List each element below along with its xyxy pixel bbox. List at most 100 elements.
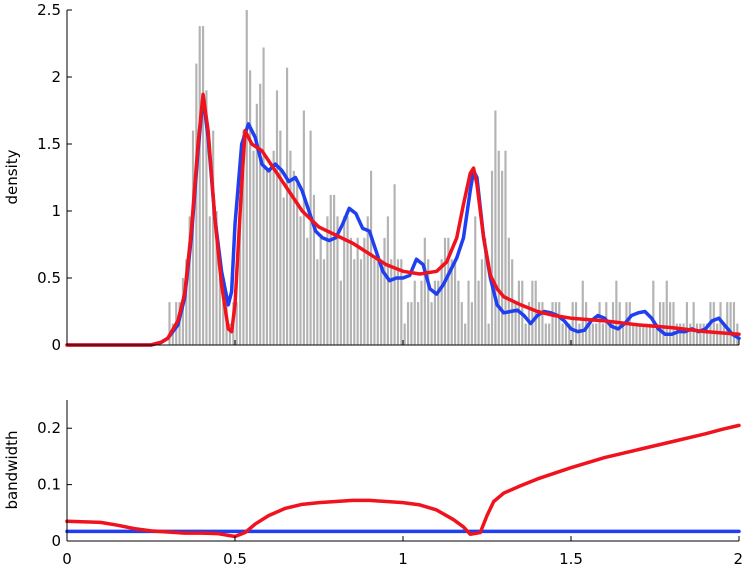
histogram-bar bbox=[255, 103, 258, 345]
histogram-bar bbox=[272, 150, 275, 345]
histogram-bar bbox=[538, 302, 541, 345]
bandwidth-x-tick-label: 1 bbox=[398, 550, 408, 568]
histogram-bar bbox=[615, 280, 618, 345]
histogram-bar bbox=[457, 280, 460, 345]
histogram-bar bbox=[605, 302, 608, 345]
histogram-bar bbox=[514, 302, 517, 345]
bandwidth-y-tick-label: 0.1 bbox=[37, 476, 61, 494]
histogram-bar bbox=[541, 302, 544, 345]
histogram-bar bbox=[265, 170, 268, 345]
histogram-bar bbox=[188, 216, 191, 345]
histogram-bar bbox=[406, 302, 410, 345]
histogram-bar bbox=[699, 323, 702, 345]
histogram-bar bbox=[336, 216, 339, 345]
histogram-bar bbox=[185, 259, 188, 345]
histogram-bar bbox=[228, 323, 232, 345]
histogram-bar bbox=[494, 110, 497, 345]
density-panel: 0 0.5 1 1.5 2 2.5 density bbox=[3, 1, 741, 354]
histogram-bar bbox=[242, 130, 245, 345]
histogram-bar bbox=[262, 47, 265, 346]
histogram-bar bbox=[205, 90, 208, 346]
histogram-bar bbox=[322, 259, 326, 345]
histogram-bar bbox=[208, 216, 211, 345]
bandwidth-x-tick-label: 2 bbox=[733, 550, 743, 568]
histogram-bar bbox=[302, 110, 305, 345]
bandwidth-curve-red bbox=[65, 423, 741, 539]
histogram-bar bbox=[608, 323, 611, 345]
histogram-bar bbox=[464, 323, 467, 345]
histogram-bar bbox=[507, 237, 510, 345]
histogram-bar bbox=[215, 211, 218, 345]
histogram-bar bbox=[558, 302, 561, 345]
histogram-bar bbox=[353, 259, 356, 345]
histogram-bar bbox=[396, 259, 400, 345]
bandwidth-curves bbox=[65, 423, 741, 539]
histogram-bar bbox=[601, 323, 604, 345]
density-y-label: density bbox=[3, 149, 21, 204]
histogram-bar bbox=[443, 237, 447, 345]
bandwidth-x-tick-label: 1.5 bbox=[559, 550, 583, 568]
histogram-bar bbox=[235, 302, 238, 345]
histogram-bar bbox=[366, 216, 369, 345]
histogram-bar bbox=[292, 170, 295, 345]
histogram-bar bbox=[309, 130, 312, 345]
histogram-bar bbox=[732, 302, 736, 345]
bandwidth-y-tick-label: 0.2 bbox=[37, 419, 61, 437]
histogram-bar bbox=[259, 83, 262, 345]
histogram-bar bbox=[702, 323, 705, 345]
histogram-bar bbox=[299, 216, 302, 345]
histogram-bar bbox=[269, 170, 272, 345]
density-y-tick-label: 0 bbox=[51, 336, 61, 354]
histogram-bar bbox=[712, 302, 715, 345]
histogram-bar bbox=[356, 237, 359, 345]
histogram-bar bbox=[312, 194, 316, 345]
histogram-bar bbox=[333, 194, 336, 345]
histogram-bar bbox=[326, 216, 329, 345]
bandwidth-y-label: bandwidth bbox=[3, 430, 21, 509]
histogram-bar bbox=[524, 323, 527, 345]
histogram-bar bbox=[454, 259, 457, 345]
histogram-bar bbox=[410, 302, 413, 345]
bandwidth-y-tick-label: 0 bbox=[51, 532, 61, 550]
histogram-bar bbox=[252, 150, 255, 345]
histogram-bar bbox=[504, 150, 507, 345]
histogram-bar bbox=[390, 259, 393, 345]
histogram-bar bbox=[222, 302, 225, 345]
histogram-bar bbox=[638, 323, 641, 345]
density-y-tick-label: 1 bbox=[51, 202, 61, 220]
histogram-bar bbox=[286, 67, 289, 346]
histogram-bar bbox=[595, 323, 598, 345]
histogram-bar bbox=[306, 237, 309, 345]
histogram-bar bbox=[635, 323, 638, 345]
histogram-bar bbox=[376, 259, 379, 345]
histogram-bar bbox=[383, 237, 386, 345]
histogram-bar bbox=[652, 280, 655, 345]
histogram-bar bbox=[585, 302, 588, 345]
histogram-bar bbox=[403, 323, 406, 345]
histogram-bar bbox=[642, 323, 645, 345]
histogram-bar bbox=[249, 70, 252, 346]
histogram-bar bbox=[588, 323, 591, 345]
histogram-bar bbox=[726, 302, 729, 345]
histogram-bar bbox=[282, 197, 285, 345]
histogram-bar bbox=[554, 302, 557, 345]
histogram-bar bbox=[238, 197, 242, 345]
histogram-bar bbox=[544, 323, 547, 345]
histogram-bar bbox=[729, 302, 732, 345]
density-y-tick-label: 2 bbox=[51, 68, 61, 86]
histogram-bar bbox=[675, 323, 678, 345]
histogram-bar bbox=[430, 302, 433, 345]
histogram-bar bbox=[658, 302, 662, 345]
density-y-ticks: 0 0.5 1 1.5 2 2.5 bbox=[37, 1, 72, 354]
histogram-bar bbox=[591, 323, 594, 345]
bandwidth-x-tick-label: 0.5 bbox=[223, 550, 247, 568]
histogram-bar bbox=[490, 170, 494, 345]
histogram-bar bbox=[685, 302, 688, 345]
histogram-bar bbox=[706, 323, 709, 345]
histogram-bars bbox=[168, 10, 739, 346]
histogram-bar bbox=[531, 280, 534, 345]
histogram-bar bbox=[695, 323, 699, 345]
bandwidth-x-tick-label: 0 bbox=[62, 550, 72, 568]
histogram-bar bbox=[450, 259, 453, 345]
histogram-bar bbox=[363, 237, 366, 345]
